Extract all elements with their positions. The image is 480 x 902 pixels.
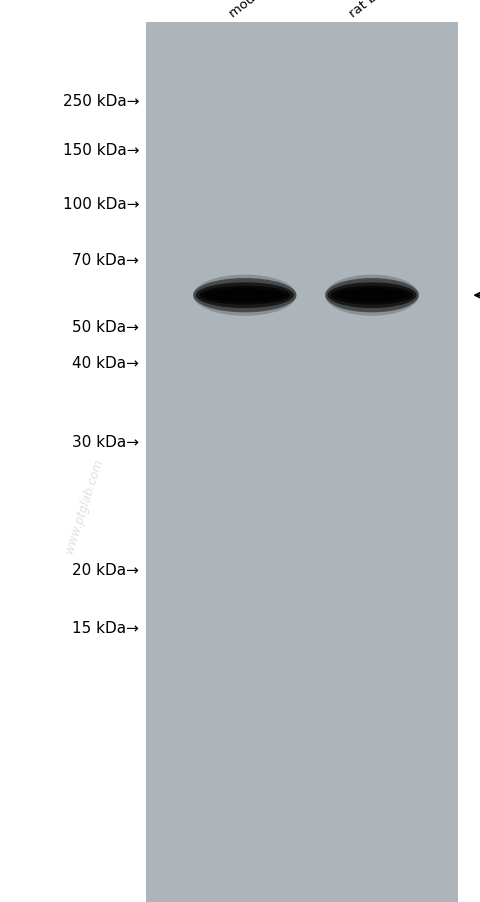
Ellipse shape <box>325 279 419 313</box>
Ellipse shape <box>325 275 419 317</box>
Text: 40 kDa→: 40 kDa→ <box>72 356 139 371</box>
Ellipse shape <box>199 287 290 305</box>
Ellipse shape <box>196 283 294 308</box>
Ellipse shape <box>331 287 413 305</box>
Ellipse shape <box>193 279 297 313</box>
Text: 100 kDa→: 100 kDa→ <box>63 198 139 212</box>
Ellipse shape <box>327 283 417 308</box>
Text: 50 kDa→: 50 kDa→ <box>72 320 139 335</box>
Text: 30 kDa→: 30 kDa→ <box>72 435 139 449</box>
Text: mouse brain: mouse brain <box>227 0 301 20</box>
Text: 15 kDa→: 15 kDa→ <box>72 621 139 635</box>
Bar <box>146 23 458 902</box>
Ellipse shape <box>204 290 285 302</box>
Ellipse shape <box>336 290 408 302</box>
Text: 20 kDa→: 20 kDa→ <box>72 563 139 577</box>
Text: www.ptglab.com: www.ptglab.com <box>62 456 106 554</box>
Text: 70 kDa→: 70 kDa→ <box>72 253 139 267</box>
Text: rat brain: rat brain <box>347 0 400 20</box>
Text: 250 kDa→: 250 kDa→ <box>63 94 139 108</box>
Ellipse shape <box>193 275 297 317</box>
Text: 150 kDa→: 150 kDa→ <box>63 143 139 158</box>
